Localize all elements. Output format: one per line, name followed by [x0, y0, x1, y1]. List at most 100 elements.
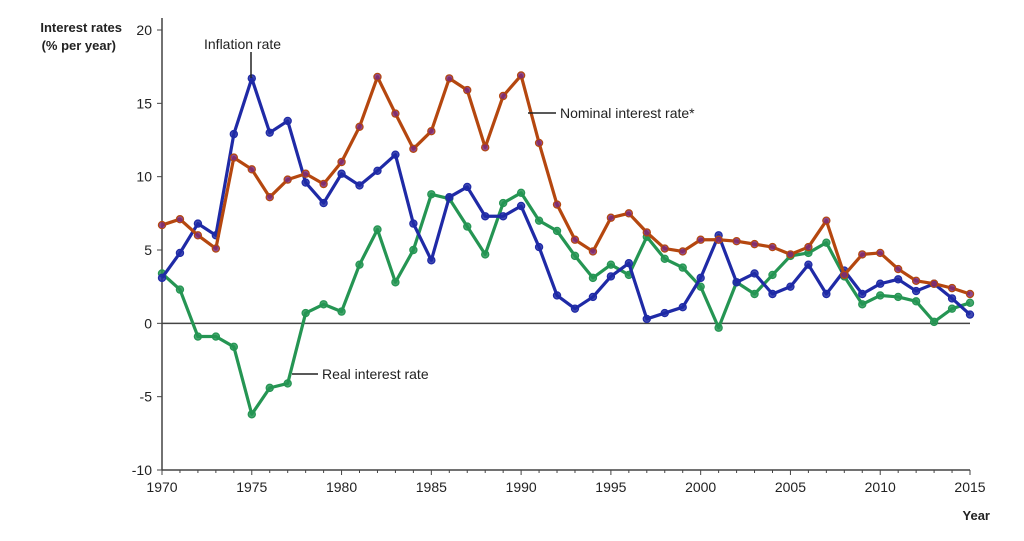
real-interest-rate-point	[588, 273, 598, 283]
real-interest-rate-point	[534, 216, 544, 225]
inflation-rate-point	[696, 273, 705, 283]
nominal-interest-rate-point	[552, 200, 562, 209]
nominal-interest-rate-point	[911, 276, 921, 285]
inflation-rate-point	[804, 260, 813, 269]
inflation-rate-point	[175, 248, 185, 258]
nominal-interest-rate-series	[157, 71, 975, 299]
nominal-interest-rate-point	[211, 244, 221, 253]
inflation-rate-point	[768, 289, 777, 299]
nominal-interest-rate-point	[696, 235, 705, 244]
nominal-interest-rate-point	[678, 247, 687, 256]
real-interest-rate-point	[211, 332, 221, 341]
real-interest-rate-point	[427, 190, 436, 199]
nominal-interest-rate-point	[660, 244, 669, 253]
inflation-rate-point	[355, 181, 364, 190]
real-interest-rate-point	[391, 278, 400, 287]
nominal-interest-rate-point	[265, 192, 274, 202]
inflation-rate-point	[247, 74, 256, 83]
inflation-rate-point	[193, 219, 203, 228]
nominal-interest-rate-point	[534, 138, 544, 148]
y-axis-label-line1: Interest rates	[40, 20, 122, 35]
real-interest-rate-point	[768, 270, 777, 280]
inflation-rate-point	[283, 116, 292, 126]
nominal-interest-rate-point	[498, 91, 508, 101]
inflation-rate-point	[319, 198, 328, 208]
inflation-rate-point	[409, 219, 418, 228]
real-interest-rate-point	[516, 188, 526, 197]
nominal-interest-rate-point	[391, 109, 400, 118]
real-interest-rate-point	[283, 379, 292, 388]
nominal-interest-rate-point	[768, 242, 777, 252]
y-tick-label: 5	[144, 242, 152, 258]
nominal-interest-rate-point	[642, 228, 652, 237]
real-interest-rate-point	[858, 300, 867, 309]
inflation-rate-label: Inflation rate	[204, 36, 281, 52]
x-tick-label: 1995	[595, 479, 626, 495]
nominal-interest-rate-point	[516, 71, 526, 80]
inflation-rate-point	[463, 182, 472, 192]
real-interest-rate-point	[750, 289, 759, 299]
real-interest-rate-point	[498, 198, 508, 208]
x-tick-label: 2010	[865, 479, 896, 495]
nominal-interest-rate-point	[822, 216, 831, 225]
real-interest-rate-point	[893, 292, 903, 302]
inflation-rate-point	[265, 128, 274, 137]
x-axis-label: Year	[963, 508, 990, 523]
nominal-interest-rate-point	[427, 126, 436, 136]
inflation-rate-point	[552, 291, 562, 300]
nominal-interest-rate-point	[319, 179, 328, 189]
nominal-interest-rate-point	[337, 157, 346, 167]
nominal-rate-label: Nominal interest rate*	[560, 105, 695, 121]
inflation-rate-point	[732, 278, 741, 287]
inflation-rate-line	[160, 76, 972, 321]
inflation-rate-point	[337, 169, 346, 178]
real-interest-rate-point	[337, 307, 346, 316]
inflation-rate-point	[624, 259, 634, 268]
inflation-rate-point	[373, 166, 382, 175]
y-tick-label: 10	[136, 169, 152, 185]
y-tick-label: 20	[136, 22, 152, 38]
real-interest-rate-point	[463, 222, 472, 231]
nominal-interest-rate-point	[606, 213, 616, 222]
inflation-rate-point	[822, 289, 831, 299]
x-tick-label: 2015	[954, 479, 985, 495]
inflation-rate-point	[534, 242, 544, 252]
nominal-interest-rate-point	[750, 239, 759, 249]
nominal-interest-rate-point	[463, 85, 472, 95]
x-tick-label: 1980	[326, 479, 357, 495]
real-interest-rate-point	[265, 383, 274, 393]
y-axis-label-line2: (% per year)	[42, 38, 116, 53]
inflation-rate-point	[427, 256, 436, 265]
nominal-interest-rate-point	[175, 214, 185, 224]
inflation-rate-point	[947, 294, 957, 303]
inflation-rate-point	[893, 275, 903, 284]
inflation-rate-point	[157, 273, 167, 283]
real-interest-rate-point	[606, 260, 616, 269]
nominal-interest-rate-point	[409, 144, 418, 153]
x-tick-label: 1990	[506, 479, 537, 495]
y-tick-label: -10	[132, 462, 152, 478]
inflation-rate-point	[301, 178, 310, 187]
real-interest-rate-point	[947, 304, 957, 313]
inflation-rate-point	[391, 150, 400, 159]
real-interest-rate-point	[678, 263, 687, 272]
real-interest-rate-point	[481, 250, 490, 259]
nominal-interest-rate-point	[876, 248, 885, 258]
nominal-interest-rate-point	[445, 74, 454, 83]
real-interest-rate-point	[319, 300, 328, 309]
nominal-interest-rate-point	[481, 143, 490, 152]
nominal-interest-rate-point	[588, 247, 598, 256]
real-interest-rate-point	[929, 317, 939, 327]
nominal-interest-rate-point	[893, 264, 903, 274]
nominal-interest-rate-point	[157, 220, 167, 230]
inflation-rate-point	[606, 272, 616, 281]
nominal-interest-rate-point	[229, 153, 239, 162]
nominal-interest-rate-point	[965, 289, 975, 299]
real-interest-rate-point	[911, 297, 921, 306]
real-interest-rate-point	[355, 260, 364, 269]
x-tick-label: 2000	[685, 479, 716, 495]
inflation-rate-point	[445, 192, 454, 202]
real-interest-rate-point	[175, 285, 185, 294]
real-interest-rate-point	[409, 245, 418, 255]
